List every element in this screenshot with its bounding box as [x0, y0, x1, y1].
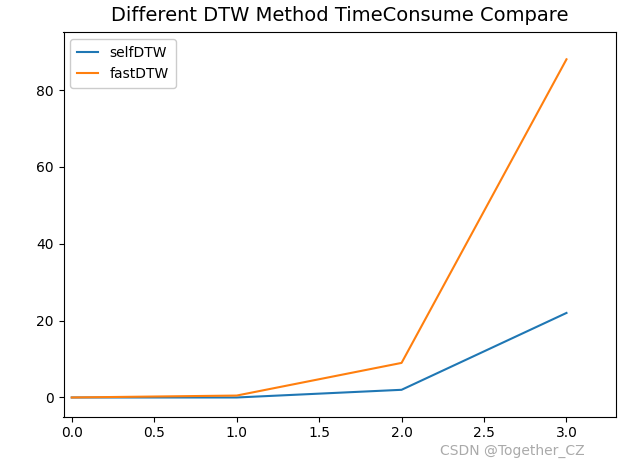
- selfDTW: [233, 394, 241, 400]
- Line: selfDTW: selfDTW: [72, 313, 566, 397]
- Legend: selfDTW, fastDTW: selfDTW, fastDTW: [70, 39, 175, 88]
- Title: Different DTW Method TimeConsume Compare: Different DTW Method TimeConsume Compare: [111, 6, 568, 25]
- fastDTW: [233, 393, 241, 398]
- fastDTW: [563, 56, 570, 62]
- Text: CSDN @Together_CZ: CSDN @Together_CZ: [439, 444, 584, 458]
- selfDTW: [68, 394, 76, 400]
- fastDTW: [68, 394, 76, 400]
- selfDTW: [563, 310, 570, 316]
- fastDTW: [398, 360, 405, 366]
- Line: fastDTW: fastDTW: [72, 59, 566, 397]
- selfDTW: [398, 387, 405, 393]
